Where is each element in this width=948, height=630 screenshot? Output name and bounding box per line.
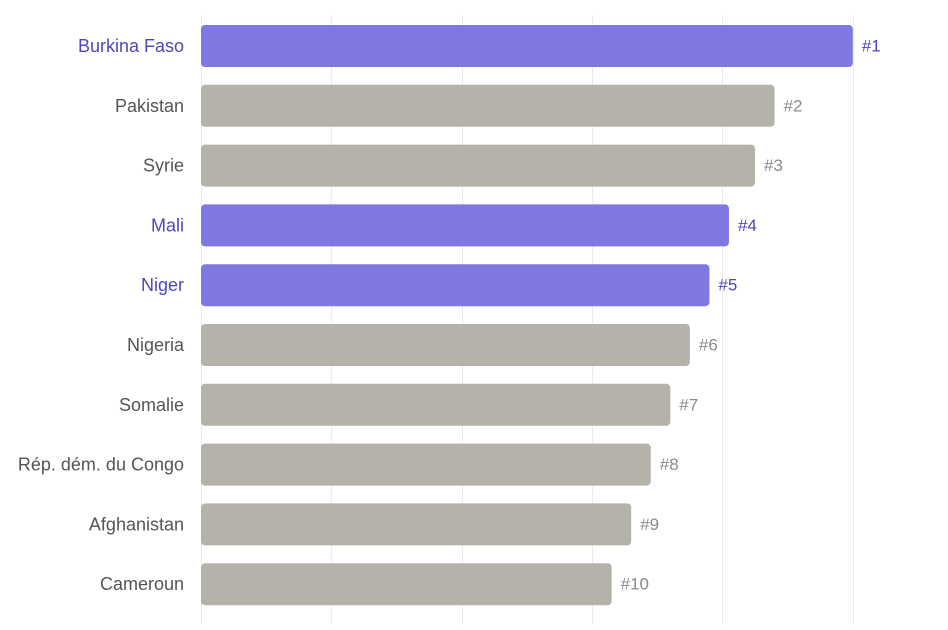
category-label: Mali — [151, 215, 184, 235]
category-labels: Burkina Faso Pakistan Syrie Mali Niger Nigeri… — [18, 36, 185, 594]
bar — [201, 264, 710, 307]
rank-label: #5 — [718, 276, 737, 295]
rank-label: #7 — [679, 395, 698, 414]
category-label: Cameroun — [100, 574, 184, 594]
rank-label: #4 — [738, 216, 757, 235]
category-label: Pakistan — [115, 96, 184, 116]
category-label: Afghanistan — [89, 514, 184, 534]
bar — [201, 144, 756, 187]
bar — [201, 383, 671, 426]
category-label: Rép. dém. du Congo — [18, 455, 184, 475]
bar — [201, 204, 729, 247]
rank-label: #9 — [640, 515, 659, 534]
bar — [201, 443, 651, 486]
rank-label: #2 — [784, 96, 803, 115]
bar — [201, 563, 612, 606]
category-label: Syrie — [143, 156, 184, 176]
rank-label: #1 — [862, 37, 881, 56]
category-label: Burkina Faso — [78, 36, 184, 56]
bar — [201, 324, 690, 366]
category-label: Nigeria — [127, 335, 185, 355]
bars — [201, 25, 853, 606]
category-label: Somalie — [119, 395, 184, 415]
rank-label: #10 — [621, 575, 649, 594]
rank-label: #6 — [699, 336, 718, 355]
rank-label: #8 — [660, 455, 679, 474]
bar — [201, 25, 853, 67]
rank-label: #3 — [764, 156, 783, 175]
bar — [201, 84, 775, 127]
bar — [201, 503, 632, 546]
category-label: Niger — [141, 275, 184, 295]
rank-labels: #1 #2 #3 #4 #5 #6 #7 #8 #9 #10 — [621, 37, 881, 594]
